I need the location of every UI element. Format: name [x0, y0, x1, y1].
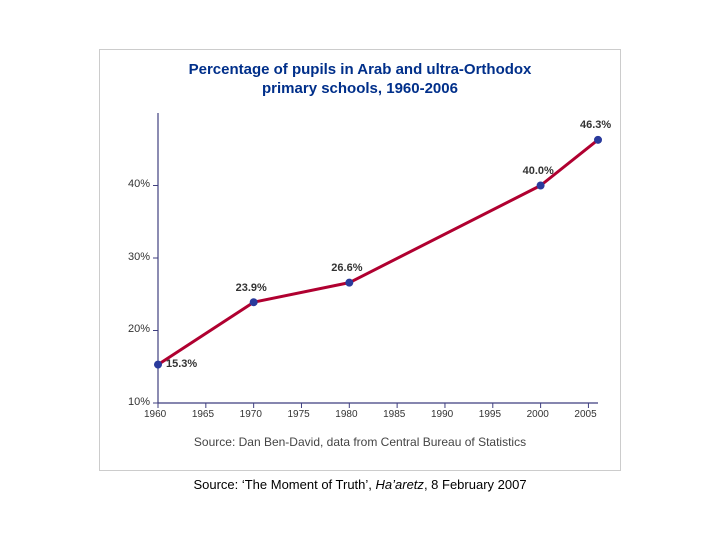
data-point-label: 15.3%	[166, 358, 197, 370]
chart-inner-source: Source: Dan Ben-David, data from Central…	[100, 429, 620, 459]
chart-frame: Percentage of pupils in Arab and ultra-O…	[99, 49, 621, 471]
x-tick-label: 1990	[431, 409, 453, 420]
y-tick-label: 30%	[128, 251, 150, 263]
title-line-2: primary schools, 1960-2006	[262, 80, 458, 97]
caption-prefix: Source: ‘The Moment of Truth’,	[193, 477, 375, 492]
chart-title: Percentage of pupils in Arab and ultra-O…	[100, 50, 620, 105]
plot-area: 10% 20% 30% 40% 1960 1965 1970 1975 1980 1985 1990…	[102, 105, 618, 429]
chart-container: Percentage of pupils in Arab and ultra-O…	[100, 50, 620, 470]
x-tick-label: 1980	[335, 409, 357, 420]
y-tick-label: 20%	[128, 323, 150, 335]
x-tick-label: 1960	[144, 409, 166, 420]
title-line-1: Percentage of pupils in Arab and ultra-O…	[189, 61, 532, 78]
caption-source: Source: ‘The Moment of Truth’, Ha’aretz,…	[193, 477, 526, 492]
y-tick-label: 10%	[128, 396, 150, 408]
data-point-label: 40.0%	[523, 165, 554, 177]
y-tick-label: 40%	[128, 178, 150, 190]
x-tick-label: 1995	[479, 409, 501, 420]
data-point-label: 23.9%	[236, 282, 267, 294]
x-tick-label: 2000	[527, 409, 549, 420]
caption-suffix: , 8 February 2007	[424, 477, 527, 492]
x-tick-label: 2005	[574, 409, 596, 420]
x-tick-label: 1985	[383, 409, 405, 420]
x-tick-label: 1975	[287, 409, 309, 420]
data-point-label: 46.3%	[580, 119, 611, 131]
data-point-label: 26.6%	[331, 262, 362, 274]
x-tick-label: 1970	[240, 409, 262, 420]
x-tick-label: 1965	[192, 409, 214, 420]
caption-italic: Ha’aretz	[376, 477, 424, 492]
